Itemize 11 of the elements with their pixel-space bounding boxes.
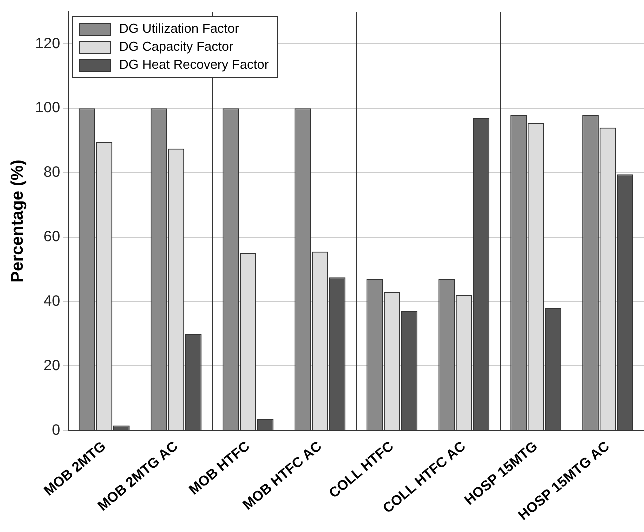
y-tick-label: 40: [44, 292, 60, 310]
y-tick-label: 60: [44, 228, 60, 246]
legend-label: DG Capacity Factor: [119, 38, 234, 56]
y-axis-title: Percentage (%): [8, 160, 27, 283]
legend-label: DG Heat Recovery Factor: [119, 56, 269, 74]
y-tick-label: 20: [44, 357, 60, 374]
legend-label: DG Utilization Factor: [119, 20, 240, 38]
y-tick-label: 120: [35, 35, 60, 52]
y-tick-label: 100: [35, 100, 60, 117]
y-tick-label: 0: [52, 422, 60, 439]
y-tick-label: 80: [44, 164, 60, 182]
